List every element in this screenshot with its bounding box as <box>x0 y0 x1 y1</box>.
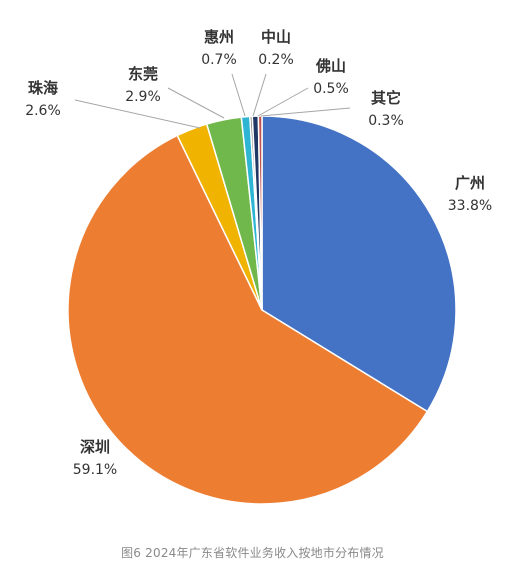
slice-label-2: 深圳 <box>80 438 110 456</box>
leader-line-8 <box>260 107 351 117</box>
leader-line-3 <box>74 99 201 129</box>
leader-line-5 <box>231 73 246 117</box>
slice-label-8: 其它 <box>371 89 401 107</box>
leader-line-4 <box>167 87 225 119</box>
slice-value-label-2: 59.1% <box>73 462 117 478</box>
slice-label-4: 东莞 <box>128 65 158 83</box>
leader-line-7 <box>257 87 309 117</box>
pie-slice-2 <box>67 134 429 505</box>
slice-value-label-8: 0.3% <box>368 113 404 129</box>
slice-value-label-5: 0.7% <box>201 52 237 68</box>
slice-value-label-7: 0.5% <box>313 81 349 97</box>
slice-label-3: 珠海 <box>28 79 58 97</box>
slice-label-5: 惠州 <box>204 28 234 46</box>
slice-value-label-3: 2.6% <box>25 103 61 119</box>
slice-value-label-4: 2.9% <box>125 89 161 105</box>
slice-value-label-1: 33.8% <box>448 198 492 214</box>
pie-slice-1 <box>261 115 457 413</box>
figure-caption: 图6 2024年广东省软件业务收入按地市分布情况 <box>121 546 384 560</box>
slice-label-7: 佛山 <box>315 57 346 75</box>
leader-line-6 <box>252 73 267 117</box>
slice-value-label-6: 0.2% <box>258 52 294 68</box>
slice-label-1: 广州 <box>455 174 485 192</box>
slice-label-6: 中山 <box>261 28 291 46</box>
